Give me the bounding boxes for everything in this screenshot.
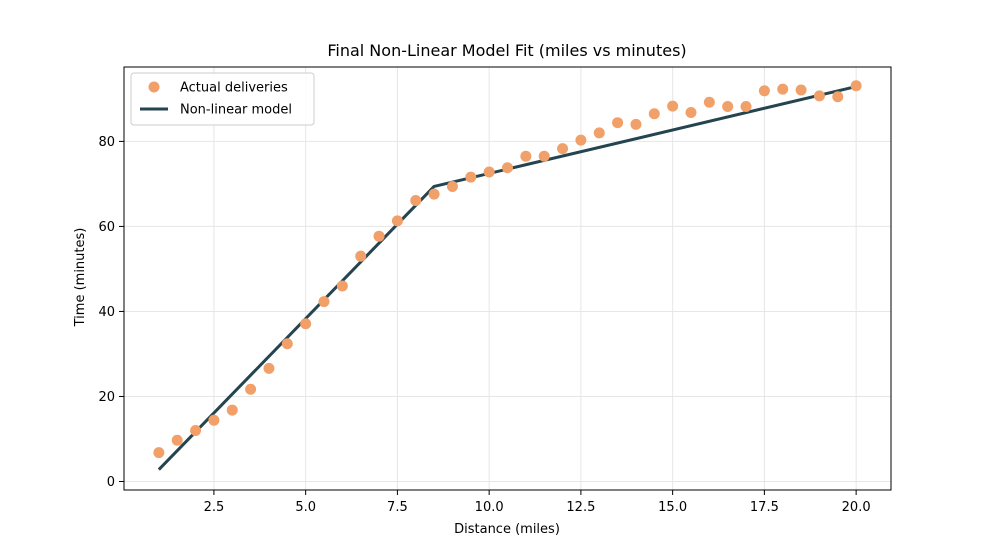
delivery-point (758, 85, 770, 97)
delivery-point (538, 150, 550, 162)
x-tick-label: 12.5 (566, 500, 595, 515)
x-tick-label: 2.5 (204, 500, 225, 515)
x-tick-label: 15.0 (658, 500, 687, 515)
legend-label-actual-deliveries: Actual deliveries (180, 81, 288, 96)
scatter-points (153, 80, 862, 459)
x-tick-label: 10.0 (475, 500, 504, 515)
delivery-point (795, 84, 807, 96)
x-tick-label: 20.0 (842, 500, 871, 515)
chart-title: Final Non-Linear Model Fit (miles vs min… (327, 41, 686, 60)
x-tick-label: 5.0 (295, 500, 316, 515)
y-tick-label: 80 (98, 135, 115, 150)
y-axis-ticks: 0 20 40 60 80 (98, 135, 124, 490)
delivery-point (630, 118, 642, 130)
delivery-point (703, 96, 715, 108)
y-tick-label: 40 (98, 305, 115, 320)
delivery-point (318, 296, 330, 308)
delivery-point (355, 250, 367, 262)
delivery-point (226, 404, 238, 416)
delivery-point (612, 117, 624, 129)
delivery-point (685, 106, 697, 118)
delivery-point (208, 414, 220, 426)
delivery-point (648, 108, 660, 120)
delivery-point (575, 134, 587, 146)
x-tick-label: 17.5 (750, 500, 779, 515)
delivery-point (813, 90, 825, 102)
grid (124, 67, 891, 490)
delivery-point (281, 338, 293, 350)
delivery-point (245, 383, 257, 395)
delivery-point (410, 194, 422, 206)
delivery-point (483, 166, 495, 178)
delivery-point (722, 101, 734, 113)
delivery-point (373, 230, 385, 242)
y-tick-label: 0 (107, 475, 115, 490)
delivery-point (593, 127, 605, 139)
delivery-point (190, 424, 202, 436)
y-tick-label: 20 (98, 390, 115, 405)
delivery-point (446, 180, 458, 192)
delivery-point (153, 447, 165, 459)
delivery-point (777, 83, 789, 95)
legend-box (130, 72, 315, 126)
delivery-point (428, 188, 440, 200)
delivery-point (557, 143, 569, 155)
delivery-point (740, 101, 752, 113)
delivery-point (171, 434, 183, 446)
y-tick-label: 60 (98, 220, 115, 235)
x-tick-label: 7.5 (387, 500, 408, 515)
delivery-point (336, 280, 348, 292)
delivery-point (850, 80, 862, 92)
delivery-point (263, 362, 275, 374)
plot-area-frame (123, 66, 892, 491)
y-axis-label: Time (minutes) (73, 228, 88, 328)
x-axis-label: Distance (miles) (454, 522, 560, 537)
delivery-point (832, 91, 844, 103)
delivery-point (391, 215, 403, 227)
delivery-point (300, 318, 312, 330)
x-axis-ticks: 2.5 5.0 7.5 10.0 12.5 15.0 17.5 20.0 (204, 490, 871, 515)
model-line-layer (157, 85, 857, 471)
delivery-point (502, 162, 513, 174)
legend: Actual deliveries Non-linear model (130, 72, 315, 126)
delivery-point (465, 171, 477, 183)
legend-marker-actual-deliveries (148, 81, 160, 93)
legend-label-non-linear-model: Non-linear model (180, 103, 292, 118)
delivery-point (667, 100, 679, 112)
delivery-point (520, 150, 532, 162)
non-linear-model-line (157, 85, 857, 471)
